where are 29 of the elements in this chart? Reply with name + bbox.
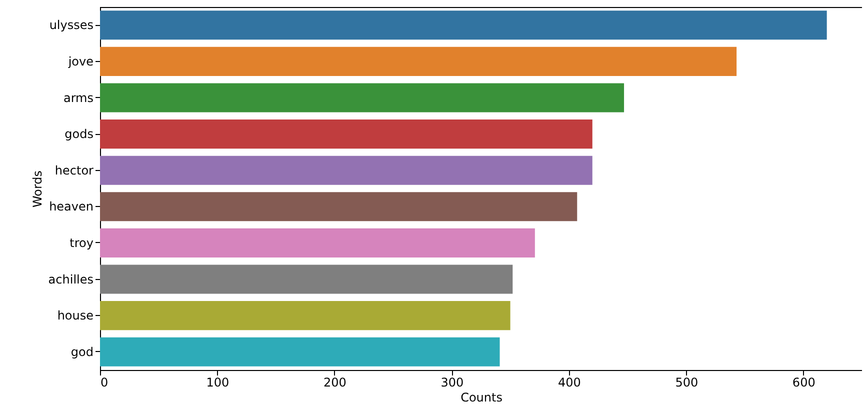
bar — [100, 337, 500, 366]
x-tick-label: 0 — [100, 376, 108, 390]
x-axis-title: Counts — [460, 390, 502, 404]
x-tick-label: 200 — [324, 376, 346, 390]
bar — [100, 192, 578, 222]
y-tick-label: achilles — [48, 272, 94, 286]
y-tick-label: heaven — [49, 200, 94, 214]
x-tick-label: 600 — [792, 376, 816, 390]
y-axis-title: Words — [30, 170, 44, 208]
x-tick-label: 500 — [675, 376, 698, 390]
y-tick-label: gods — [64, 127, 94, 142]
x-tick-label: 300 — [440, 376, 464, 390]
x-tick-label: 400 — [558, 376, 581, 390]
y-tick-label: jove — [67, 54, 94, 68]
y-tick-label: troy — [70, 236, 94, 250]
bar — [100, 301, 510, 330]
y-tick-label: god — [70, 344, 94, 359]
bar — [100, 228, 535, 258]
bar — [100, 46, 737, 76]
bar — [100, 156, 592, 185]
y-tick-label: hector — [54, 163, 94, 178]
bar — [100, 120, 592, 149]
bar — [100, 83, 624, 112]
bar — [100, 10, 827, 40]
bar — [100, 264, 513, 294]
y-tick-label: house — [57, 308, 94, 323]
x-tick-label: 100 — [206, 376, 230, 390]
y-tick-label: ulysses — [49, 18, 94, 32]
y-tick-label: arms — [63, 90, 94, 105]
